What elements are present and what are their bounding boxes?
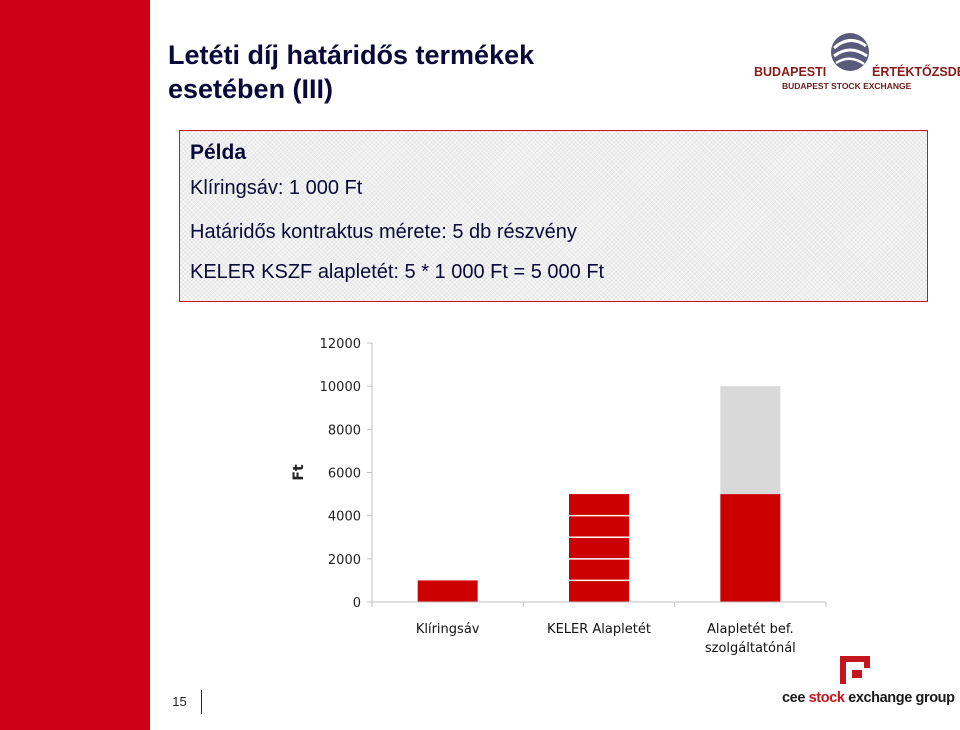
x-tick-label: Klíringsáv (416, 622, 480, 637)
cee-logo-prefix: cee (782, 690, 805, 706)
x-tick-label: KELER Alapletét (547, 622, 651, 637)
slide-title-line-1: Letéti díj határidős termékek (168, 40, 535, 70)
budapest-stock-exchange-logo: BUDAPESTI ÉRTÉKTŐZSDE BUDAPEST STOCK EXC… (754, 33, 960, 91)
y-tick-label: 4000 (328, 510, 361, 525)
cee-group-logo-text: cee stock exchange group (782, 690, 955, 706)
x-tick-label: Alapletét bef. (707, 622, 794, 637)
example-line-contract-size: Határidős kontraktus mérete: 5 db részvé… (190, 221, 577, 243)
example-line-initial-margin: KELER KSZF alapletét: 5 * 1 000 Ft = 5 0… (190, 261, 605, 283)
bar-series-0-2 (720, 494, 781, 602)
y-tick-label: 0 (353, 596, 361, 611)
example-heading: Példa (190, 141, 247, 164)
y-axis-label: Ft (291, 464, 307, 481)
margin-bar-chart: 0 2000 4000 6000 8000 10000 12000 Ft Klíringsáv K… (291, 337, 827, 656)
page-number: 15 (166, 690, 202, 714)
bar-series-1-2 (720, 386, 781, 495)
x-tick-label: szolgáltatónál (705, 641, 796, 656)
cee-logo-suffix: exchange group (848, 690, 955, 706)
cee-group-logo-mark (840, 656, 870, 684)
example-box: Példa Klíringsáv: 1 000 Ft Határidős kon… (179, 130, 928, 302)
bse-logo-text-right: ÉRTÉKTŐZSDE (872, 64, 960, 79)
bse-logo-subtext: BUDAPEST STOCK EXCHANGE (782, 81, 912, 91)
y-tick-label: 8000 (328, 423, 361, 438)
example-line-clearing-band: Klíringsáv: 1 000 Ft (190, 177, 363, 199)
bar-series-0-1 (569, 494, 629, 602)
y-tick-label: 10000 (320, 380, 361, 395)
slide-title-line-2: esetében (III) (168, 74, 334, 104)
bar-series-0-0 (417, 580, 478, 602)
y-tick-label: 6000 (328, 467, 361, 482)
cee-logo-accent: stock (808, 690, 845, 706)
brand-sidebar (0, 0, 150, 730)
y-tick-label: 2000 (328, 553, 361, 568)
y-tick-label: 12000 (320, 337, 361, 352)
slide-title: Letéti díj határidős termékek esetében (… (168, 38, 728, 106)
bse-logo-text-left: BUDAPESTI (754, 65, 826, 79)
